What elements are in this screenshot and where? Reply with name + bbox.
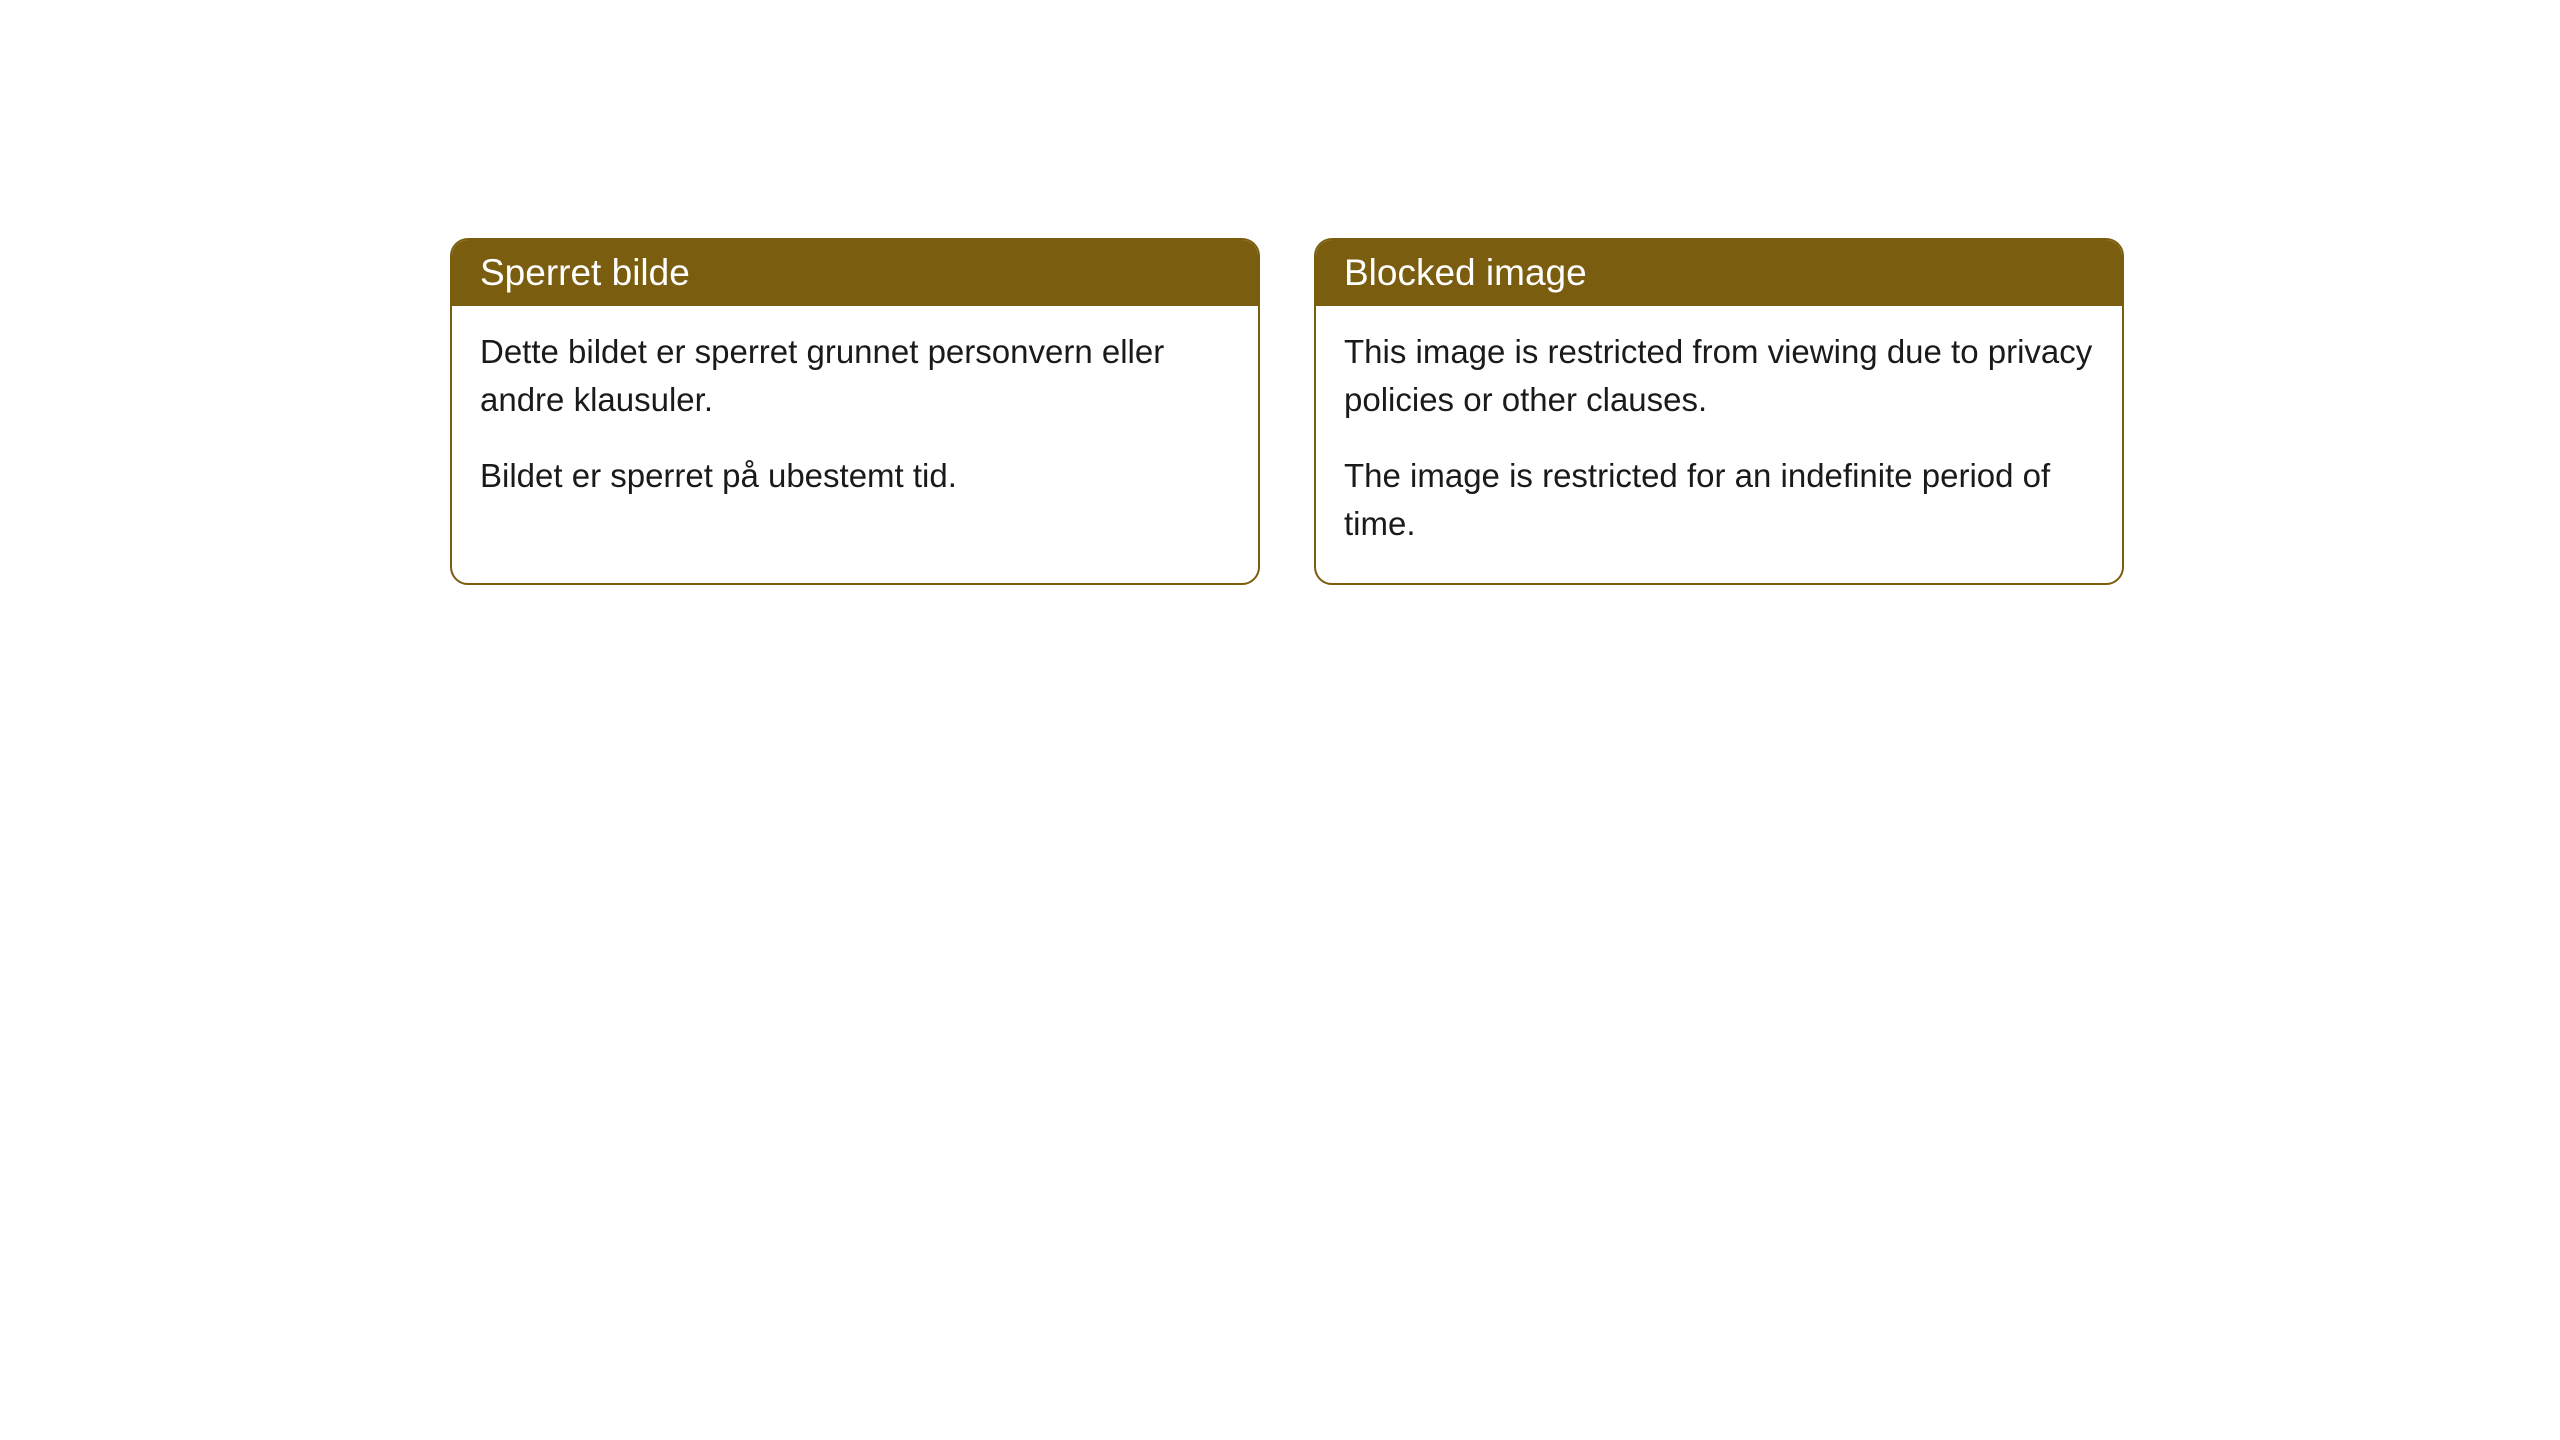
card-text-paragraph: Dette bildet er sperret grunnet personve…: [480, 328, 1230, 424]
blocked-image-card-norwegian: Sperret bilde Dette bildet er sperret gr…: [450, 238, 1260, 585]
card-text-paragraph: The image is restricted for an indefinit…: [1344, 452, 2094, 548]
blocked-image-card-english: Blocked image This image is restricted f…: [1314, 238, 2124, 585]
card-title: Blocked image: [1344, 252, 1587, 293]
card-header-english: Blocked image: [1316, 240, 2122, 306]
card-text-paragraph: This image is restricted from viewing du…: [1344, 328, 2094, 424]
card-body-norwegian: Dette bildet er sperret grunnet personve…: [452, 306, 1258, 536]
card-text-paragraph: Bildet er sperret på ubestemt tid.: [480, 452, 1230, 500]
card-header-norwegian: Sperret bilde: [452, 240, 1258, 306]
card-body-english: This image is restricted from viewing du…: [1316, 306, 2122, 583]
notice-cards-container: Sperret bilde Dette bildet er sperret gr…: [0, 0, 2560, 585]
card-title: Sperret bilde: [480, 252, 690, 293]
